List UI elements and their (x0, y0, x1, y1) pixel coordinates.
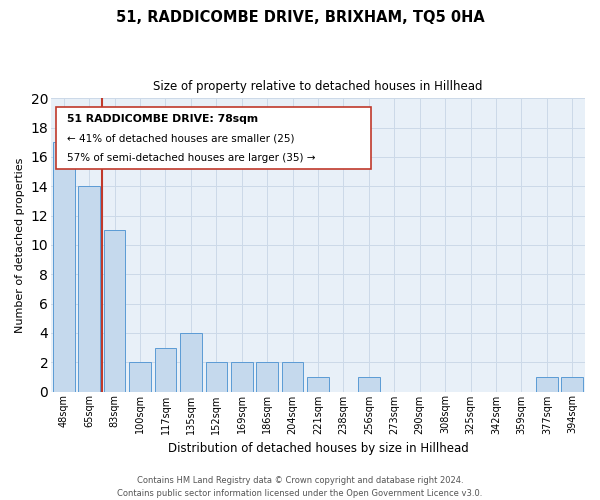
FancyBboxPatch shape (56, 107, 371, 168)
Bar (129, 362, 151, 392)
Bar (282, 362, 304, 392)
Bar (155, 348, 176, 392)
Text: 51 RADDICOMBE DRIVE: 78sqm: 51 RADDICOMBE DRIVE: 78sqm (67, 114, 258, 124)
Bar (180, 333, 202, 392)
Bar (562, 377, 583, 392)
Y-axis label: Number of detached properties: Number of detached properties (15, 157, 25, 332)
Bar (256, 362, 278, 392)
Bar (358, 377, 380, 392)
Bar (104, 230, 125, 392)
Title: Size of property relative to detached houses in Hillhead: Size of property relative to detached ho… (153, 80, 483, 93)
Text: Contains HM Land Registry data © Crown copyright and database right 2024.
Contai: Contains HM Land Registry data © Crown c… (118, 476, 482, 498)
Bar (231, 362, 253, 392)
Bar (206, 362, 227, 392)
Bar (53, 142, 74, 392)
Bar (79, 186, 100, 392)
Bar (307, 377, 329, 392)
Bar (536, 377, 557, 392)
X-axis label: Distribution of detached houses by size in Hillhead: Distribution of detached houses by size … (167, 442, 469, 455)
Text: 57% of semi-detached houses are larger (35) →: 57% of semi-detached houses are larger (… (67, 153, 316, 163)
Text: ← 41% of detached houses are smaller (25): ← 41% of detached houses are smaller (25… (67, 134, 295, 143)
Text: 51, RADDICOMBE DRIVE, BRIXHAM, TQ5 0HA: 51, RADDICOMBE DRIVE, BRIXHAM, TQ5 0HA (116, 10, 484, 25)
